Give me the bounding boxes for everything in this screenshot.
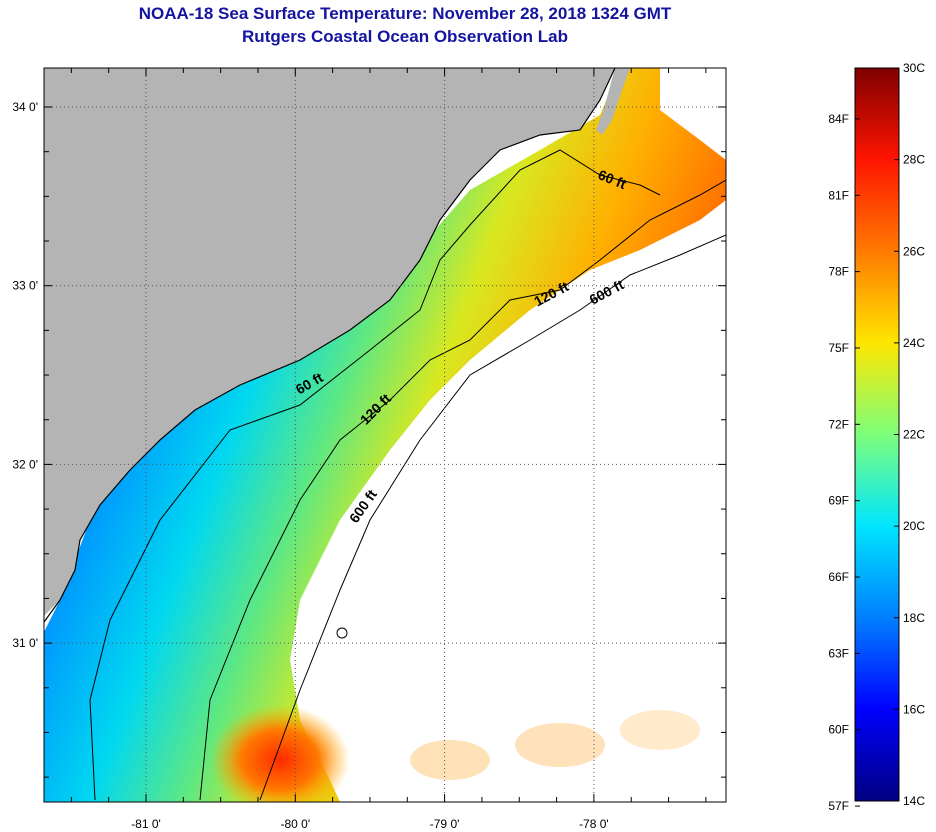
contour-600ft: [259, 234, 726, 801]
axis-ticks: -81 0' -80 0' -79 0' -78 0' 34 0' 33 0' 32 0' 3…: [12, 68, 726, 831]
seamount-contour: [336, 627, 348, 639]
coastline: [44, 68, 616, 623]
celsius-label: 22C: [903, 428, 925, 442]
fahrenheit-label: 69F: [828, 494, 849, 508]
graticule: [44, 68, 726, 802]
contour-60ft: [89, 149, 661, 801]
fahrenheit-label: 60F: [828, 723, 849, 737]
fahrenheit-label: 66F: [828, 570, 849, 584]
fahrenheit-label: 81F: [828, 188, 849, 202]
fahrenheit-label: 75F: [828, 341, 849, 355]
x-tick-label: -78 0': [579, 817, 609, 831]
celsius-label: 16C: [903, 702, 925, 716]
y-tick-label: 31 0': [12, 636, 38, 650]
celsius-label: 24C: [903, 336, 925, 350]
scattered-warm-pixels: [620, 710, 700, 750]
y-tick-label: 33 0': [12, 279, 38, 293]
scattered-warm-pixels: [410, 740, 490, 780]
celsius-label: 30C: [903, 61, 925, 75]
map-title: NOAA-18 Sea Surface Temperature: Novembe…: [138, 4, 672, 23]
celsius-label: 26C: [903, 244, 925, 258]
map-frame: [43, 67, 727, 803]
sst-field: [44, 68, 726, 802]
colorbar: [854, 67, 900, 802]
y-tick-label: 32 0': [12, 457, 38, 471]
celsius-label: 28C: [903, 153, 925, 167]
fahrenheit-label: 72F: [828, 417, 849, 431]
fahrenheit-label: 63F: [828, 646, 849, 660]
celsius-label: 18C: [903, 611, 925, 625]
colorbar-labels: 30C 28C 26C 24C 22C 20C 18C 16C 14C 84F 81F 78F 75F 7…: [828, 61, 925, 813]
warm-patch: [210, 705, 350, 802]
map-subtitle: Rutgers Coastal Ocean Observation Lab: [242, 27, 568, 46]
x-tick-label: -80 0': [280, 817, 310, 831]
cape-fear-coast: [596, 68, 630, 135]
fahrenheit-label: 84F: [828, 112, 849, 126]
celsius-label: 14C: [903, 794, 925, 808]
fahrenheit-label: 78F: [828, 265, 849, 279]
y-tick-label: 34 0': [12, 100, 38, 114]
contour-120ft: [199, 179, 726, 801]
x-tick-label: -79 0': [430, 817, 460, 831]
scattered-warm-pixels: [515, 723, 605, 767]
x-tick-label: -81 0': [131, 817, 161, 831]
celsius-label: 20C: [903, 519, 925, 533]
fahrenheit-label: 57F: [828, 799, 849, 813]
